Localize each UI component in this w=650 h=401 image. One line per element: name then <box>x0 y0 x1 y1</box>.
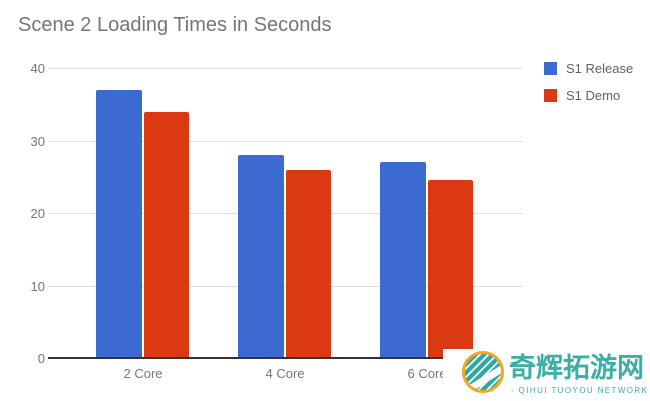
x-axis-label-6-core: 6 Core <box>407 366 447 381</box>
x-axis-label-2-core: 2 Core <box>123 366 163 381</box>
bar-s1-demo-6-core <box>428 180 473 358</box>
legend-swatch-s1-release <box>544 61 557 75</box>
gridline-10 <box>48 286 523 287</box>
legend-label-s1-release: S1 Release <box>566 60 634 76</box>
bar-s1-release-2-core <box>96 90 142 358</box>
legend-label-s1-demo: S1 Demo <box>566 87 621 103</box>
gridline-20 <box>48 213 523 214</box>
chart-title: Scene 2 Loading Times in Seconds <box>18 14 332 36</box>
bar-s1-release-4-core <box>238 155 284 358</box>
y-axis-tick-40: 40 <box>30 61 45 76</box>
watermark-brand-name-en: - QIHUI TUOYOU NETWORK - <box>511 386 650 395</box>
y-axis-tick-10: 10 <box>30 279 45 294</box>
gridline-30 <box>48 141 523 142</box>
x-axis-line <box>48 357 523 359</box>
legend-swatch-s1-demo <box>544 88 557 102</box>
watermark: 奇辉拓游网 - QIHUI TUOYOU NETWORK - <box>443 349 650 401</box>
y-axis-tick-0: 0 <box>37 351 45 366</box>
y-axis-tick-20: 20 <box>30 206 45 221</box>
legend-item-s1-release: S1 Release <box>544 60 634 76</box>
bar-s1-demo-4-core <box>286 170 331 358</box>
bar-s1-release-6-core <box>380 162 426 358</box>
legend: S1 Release S1 Demo <box>544 61 633 115</box>
legend-item-s1-demo: S1 Demo <box>544 87 633 103</box>
y-axis-tick-30: 30 <box>30 134 45 149</box>
watermark-globe-logo-icon <box>462 351 504 393</box>
bar-s1-demo-2-core <box>144 112 189 358</box>
x-axis-label-4-core: 4 Core <box>265 366 305 381</box>
gridline-40 <box>48 68 523 69</box>
watermark-brand-name-cn: 奇辉拓游网 <box>509 353 644 383</box>
